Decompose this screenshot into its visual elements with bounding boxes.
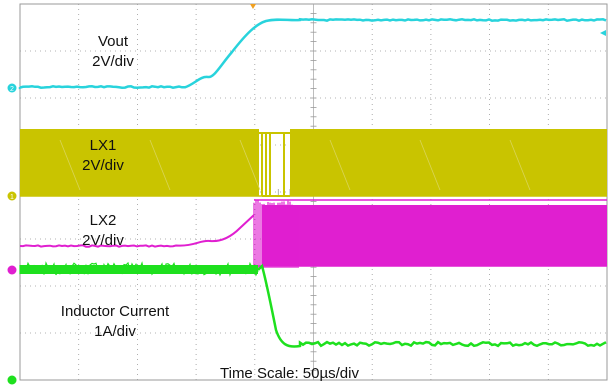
channel-2-marker <box>7 83 17 93</box>
vout-title: Vout <box>97 33 129 50</box>
channel-1-marker-text: 1 <box>10 194 14 201</box>
lx2-title: LX2 <box>89 212 117 229</box>
il-ripple-band <box>20 265 258 274</box>
il-settle <box>257 263 607 348</box>
lx1-alias <box>329 139 351 191</box>
lx1-title: LX1 <box>89 137 117 154</box>
inductor-current-title: Inductor Current <box>60 303 170 320</box>
channel-1-marker <box>7 191 17 201</box>
trace-inductor-current <box>19 261 607 348</box>
il-noise <box>19 261 259 277</box>
trace-vout <box>18 17 607 90</box>
lx1-alias <box>419 139 441 191</box>
lx2-band <box>262 205 607 266</box>
lx2-scale: 2V/div <box>82 232 124 249</box>
lx1-scale: 2V/div <box>82 157 124 174</box>
channel-lx2-marker <box>7 265 17 275</box>
trigger-level-marker <box>600 30 606 36</box>
inductor-current-scale: 1A/div <box>94 323 136 340</box>
channel-2-marker-text: 2 <box>10 86 14 93</box>
trace-lx1 <box>20 129 607 197</box>
lx1-alias <box>509 139 531 191</box>
vout-label: Vout 2V/div <box>68 32 158 72</box>
time-scale-label: Time Scale: 50µs/div <box>220 365 359 382</box>
trace-lx2 <box>19 199 607 268</box>
lx1-alias <box>239 139 261 191</box>
lx1-label: LX1 2V/div <box>58 136 148 176</box>
lx1-alias <box>149 139 171 191</box>
lx1-alias <box>59 139 81 191</box>
lx1-band <box>290 129 607 196</box>
inductor-current-label: Inductor Current 1A/div <box>40 302 190 342</box>
vout-line <box>18 17 607 90</box>
trigger-position-marker <box>250 4 256 9</box>
vout-scale: 2V/div <box>92 53 134 70</box>
lx2-label: LX2 2V/div <box>58 211 148 251</box>
channel-il-marker <box>7 375 17 385</box>
channel-markers: 21 <box>7 4 606 385</box>
lx2-ramp <box>19 214 255 248</box>
